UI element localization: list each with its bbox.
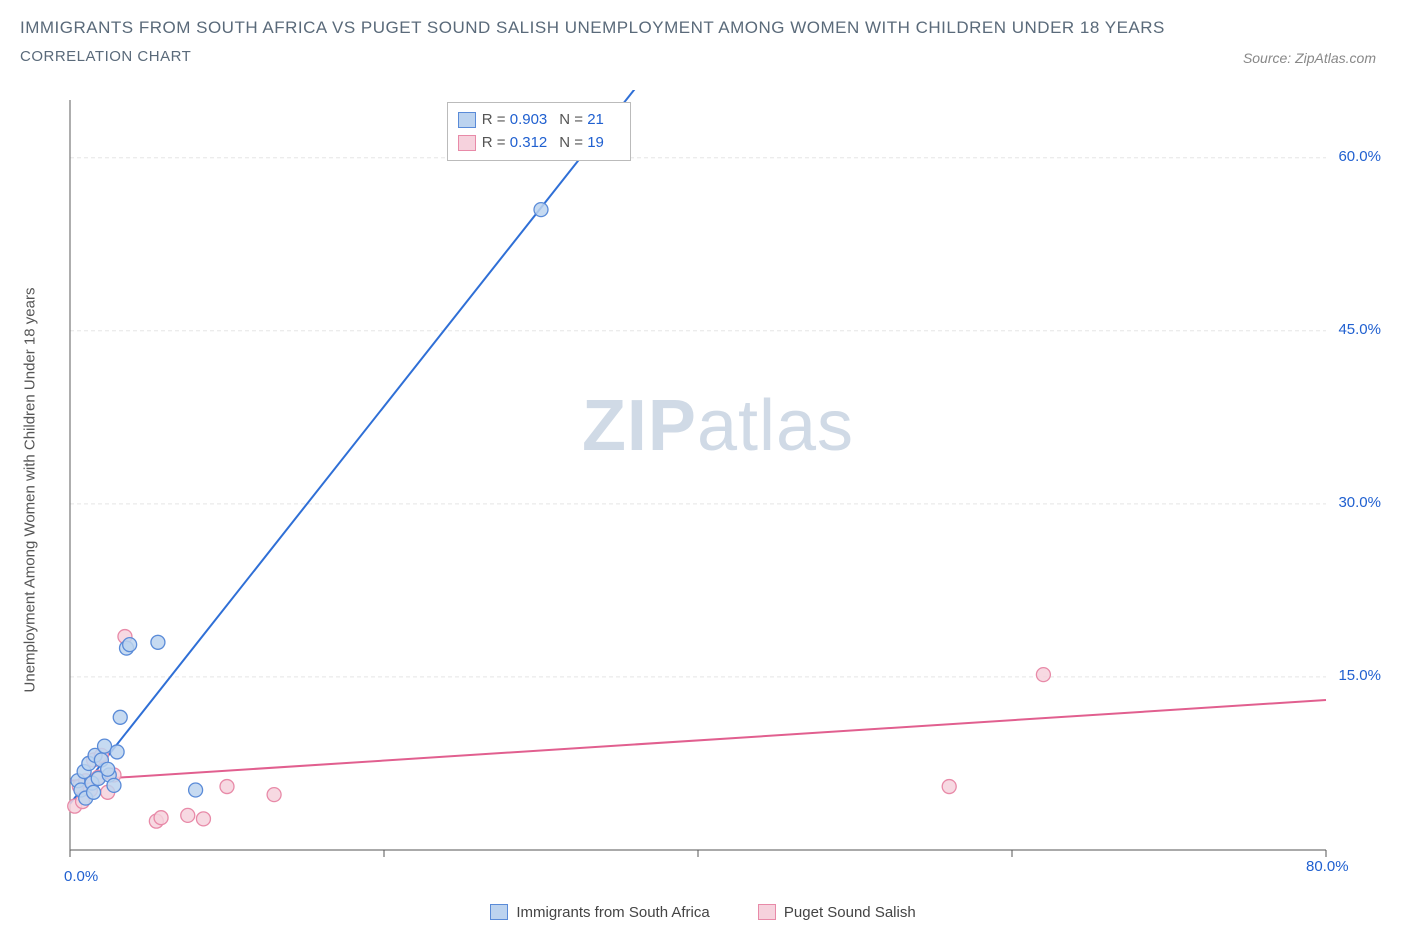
legend-stats-swatch	[458, 135, 476, 151]
legend-label-puget-sound: Puget Sound Salish	[784, 904, 916, 921]
legend-stats-row: R = 0.312N = 19	[458, 132, 616, 155]
x-axis-origin-label: 0.0%	[64, 868, 98, 885]
legend-item-puget-sound: Puget Sound Salish	[758, 904, 916, 921]
source-attribution: Source: ZipAtlas.com	[1243, 50, 1376, 66]
bottom-legend: Immigrants from South Africa Puget Sound…	[0, 904, 1406, 925]
legend-item-south-africa: Immigrants from South Africa	[490, 904, 709, 921]
legend-label-south-africa: Immigrants from South Africa	[516, 904, 709, 921]
legend-stats-swatch	[458, 112, 476, 128]
swatch-puget-sound	[758, 904, 776, 920]
chart-title-line2: CORRELATION CHART	[20, 48, 1386, 65]
x-axis-end-label: 80.0%	[1306, 858, 1349, 875]
swatch-south-africa	[490, 904, 508, 920]
y-tick-label: 30.0%	[1338, 494, 1381, 511]
y-axis-label: Unemployment Among Women with Children U…	[22, 288, 39, 693]
y-tick-label: 60.0%	[1338, 148, 1381, 165]
chart-header: IMMIGRANTS FROM SOUTH AFRICA VS PUGET SO…	[20, 18, 1386, 65]
y-tick-label: 15.0%	[1338, 667, 1381, 684]
chart-area: Unemployment Among Women with Children U…	[50, 90, 1386, 890]
chart-title-line1: IMMIGRANTS FROM SOUTH AFRICA VS PUGET SO…	[20, 18, 1386, 38]
scatter-plot-svg	[50, 90, 1386, 890]
y-tick-label: 45.0%	[1338, 321, 1381, 338]
legend-stats-box: R = 0.903N = 21R = 0.312N = 19	[447, 102, 631, 161]
legend-stats-row: R = 0.903N = 21	[458, 109, 616, 132]
